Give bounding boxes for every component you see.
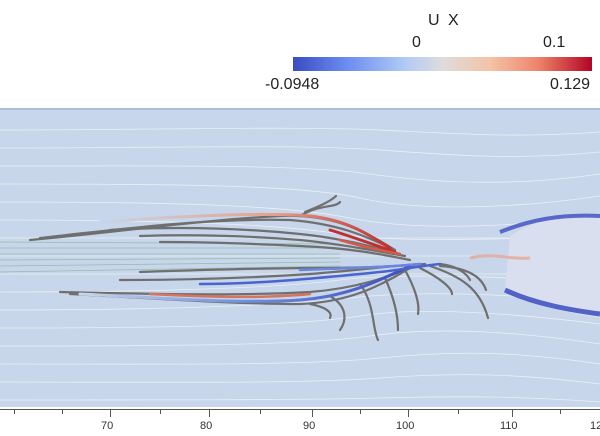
- x-tick-label: 120: [590, 420, 600, 432]
- x-tick-label: 70: [101, 420, 114, 432]
- x-tick-label: 110: [500, 420, 518, 432]
- x-axis-line: [0, 409, 600, 410]
- colorbar-min-label: -0.0948: [265, 76, 320, 93]
- colorbar-max-label: 0.129: [550, 76, 591, 93]
- x-tick-label: 80: [200, 420, 213, 432]
- top-border: [0, 108, 600, 110]
- velocity-colored-lower: [78, 262, 442, 303]
- colorbar: [293, 57, 592, 71]
- colorbar-title: U X: [428, 12, 461, 29]
- x-axis: 70 80 90 100 110 120: [0, 407, 600, 436]
- velocity-colored-upper: [98, 212, 402, 256]
- colorbar-tick-zero: 0: [412, 34, 421, 51]
- x-tick-label: 90: [303, 420, 316, 432]
- inflow-centerlines: [0, 241, 341, 273]
- wake-region: [469, 213, 600, 318]
- colorbar-tick-high: 0.1: [543, 34, 566, 51]
- x-tick-label: 100: [396, 420, 415, 432]
- render-viewport[interactable]: [0, 108, 600, 436]
